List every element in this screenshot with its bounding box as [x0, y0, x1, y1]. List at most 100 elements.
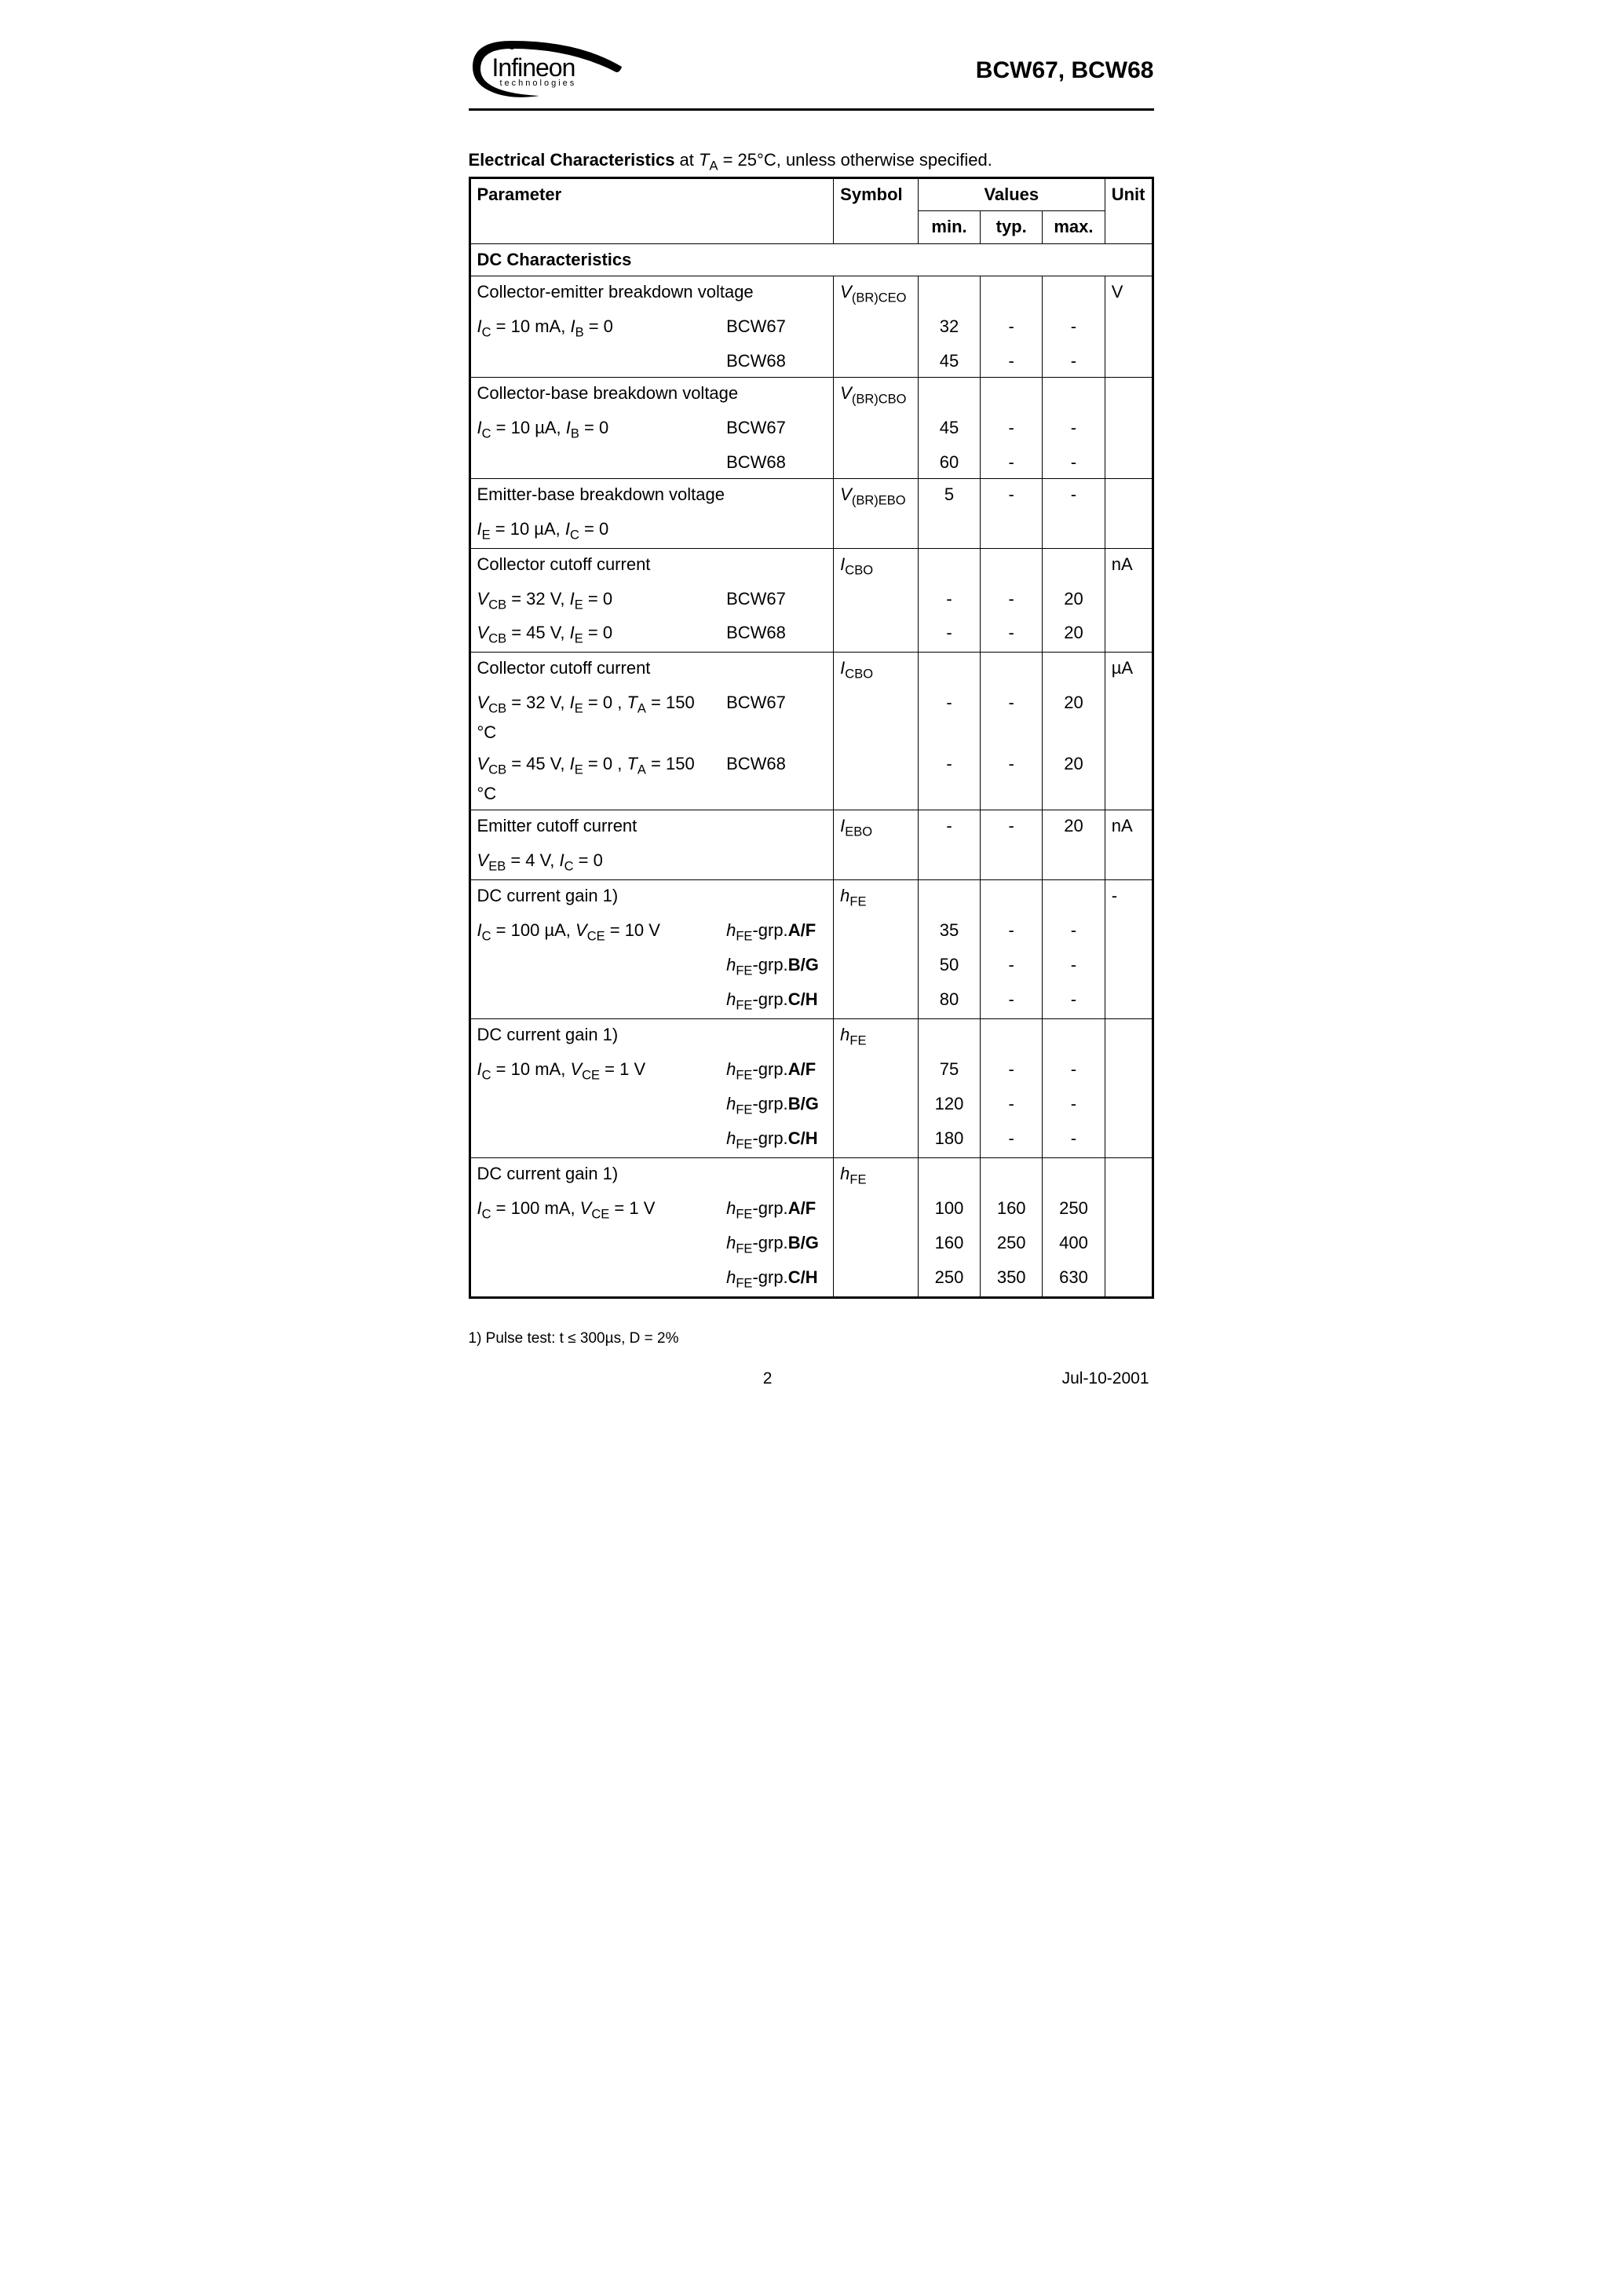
val: 45: [918, 345, 980, 378]
val: [1105, 1193, 1153, 1227]
val: [1043, 880, 1105, 915]
val: -: [981, 984, 1043, 1018]
val: -: [981, 748, 1043, 810]
val: 32: [918, 311, 980, 345]
val: [1043, 1158, 1105, 1193]
val: [834, 1262, 919, 1297]
val: [1043, 845, 1105, 879]
table-row: VCB = 32 V, IE = 0 , TA = 150 °C BCW67 -…: [469, 687, 1153, 748]
val: -: [981, 915, 1043, 949]
param-symbol: V(BR)CEO: [834, 276, 919, 310]
val: -: [918, 687, 980, 748]
part-label: hFE-grp.A/F: [720, 1193, 834, 1227]
val: [834, 1123, 919, 1157]
val: -: [981, 687, 1043, 748]
val: [918, 880, 980, 915]
val: -: [981, 412, 1043, 447]
val: [834, 1088, 919, 1123]
section-row: DC Characteristics: [469, 243, 1153, 276]
caption-ta: T: [699, 150, 709, 170]
param-cond: IC = 10 mA, IB = 0: [469, 311, 720, 345]
val: [1105, 1054, 1153, 1088]
val: -: [1043, 1123, 1105, 1157]
val: 50: [918, 949, 980, 984]
col-unit: Unit: [1105, 178, 1153, 243]
param-symbol: V(BR)EBO: [834, 478, 919, 513]
val: [1105, 915, 1153, 949]
unit: [1105, 377, 1153, 411]
val: -: [1043, 412, 1105, 447]
val: [918, 514, 980, 548]
val: [1105, 845, 1153, 879]
param-cond: [469, 984, 720, 1018]
val: -: [1043, 478, 1105, 513]
caption-ta-sub: A: [709, 159, 718, 173]
val: -: [981, 810, 1043, 845]
val: 20: [1043, 687, 1105, 748]
unit: nA: [1105, 548, 1153, 583]
unit: [1105, 1158, 1153, 1193]
val: [918, 276, 980, 310]
table-row: VCB = 45 V, IE = 0 , TA = 150 °C BCW68 -…: [469, 748, 1153, 810]
val: [918, 377, 980, 411]
unit: nA: [1105, 810, 1153, 845]
unit: [1105, 478, 1153, 513]
val: [1105, 1227, 1153, 1262]
val: [1105, 345, 1153, 378]
part-label: hFE-grp.C/H: [720, 1123, 834, 1157]
val: 350: [981, 1262, 1043, 1297]
section-title: DC Characteristics: [469, 243, 1153, 276]
table-row: Collector-base breakdown voltage V(BR)CB…: [469, 377, 1153, 411]
val: [834, 748, 919, 810]
val: [834, 984, 919, 1018]
val: 630: [1043, 1262, 1105, 1297]
footnote: 1) Pulse test: t ≤ 300µs, D = 2%: [469, 1330, 1154, 1347]
param-title: Collector-emitter breakdown voltage: [469, 276, 834, 310]
unit: V: [1105, 276, 1153, 310]
val: 250: [918, 1262, 980, 1297]
table-row: Emitter cutoff current IEBO - - 20 nA: [469, 810, 1153, 845]
page-footer: 2 Jul-10-2001: [469, 1369, 1154, 1388]
val: -: [918, 583, 980, 618]
val: [918, 1019, 980, 1054]
param-cond: [469, 1262, 720, 1297]
table-row: IC = 10 mA, IB = 0 BCW67 32 - -: [469, 311, 1153, 345]
val: [834, 412, 919, 447]
val: 400: [1043, 1227, 1105, 1262]
val: -: [1043, 949, 1105, 984]
val: [1105, 1088, 1153, 1123]
param-title: DC current gain 1): [469, 1158, 834, 1193]
part-label: hFE-grp.A/F: [720, 915, 834, 949]
param-title: Emitter-base breakdown voltage: [469, 478, 834, 513]
param-title: DC current gain 1): [469, 1019, 834, 1054]
val: [834, 311, 919, 345]
val: -: [1043, 915, 1105, 949]
val: -: [981, 311, 1043, 345]
val: 100: [918, 1193, 980, 1227]
val: [1105, 583, 1153, 618]
val: [1105, 1123, 1153, 1157]
val: 5: [918, 478, 980, 513]
val: [981, 845, 1043, 879]
val: 20: [1043, 810, 1105, 845]
infineon-logo: Infineon technologies: [469, 39, 626, 102]
table-row: Collector cutoff current ICBO nA: [469, 548, 1153, 583]
val: -: [1043, 1054, 1105, 1088]
table-row: hFE-grp.C/H 250 350 630: [469, 1262, 1153, 1297]
table-row: Collector cutoff current ICBO µA: [469, 653, 1153, 687]
val: 20: [1043, 748, 1105, 810]
val: [1043, 377, 1105, 411]
table-row: hFE-grp.C/H 80 - -: [469, 984, 1153, 1018]
val: 80: [918, 984, 980, 1018]
val: 180: [918, 1123, 980, 1157]
val: -: [918, 617, 980, 652]
col-max: max.: [1043, 211, 1105, 243]
val: [1105, 748, 1153, 810]
param-cond: [469, 345, 720, 378]
val: 60: [918, 447, 980, 479]
logo-sub-text: technologies: [500, 79, 577, 88]
param-symbol: V(BR)CBO: [834, 377, 919, 411]
param-symbol: ICBO: [834, 548, 919, 583]
val: -: [981, 1054, 1043, 1088]
val: [981, 276, 1043, 310]
